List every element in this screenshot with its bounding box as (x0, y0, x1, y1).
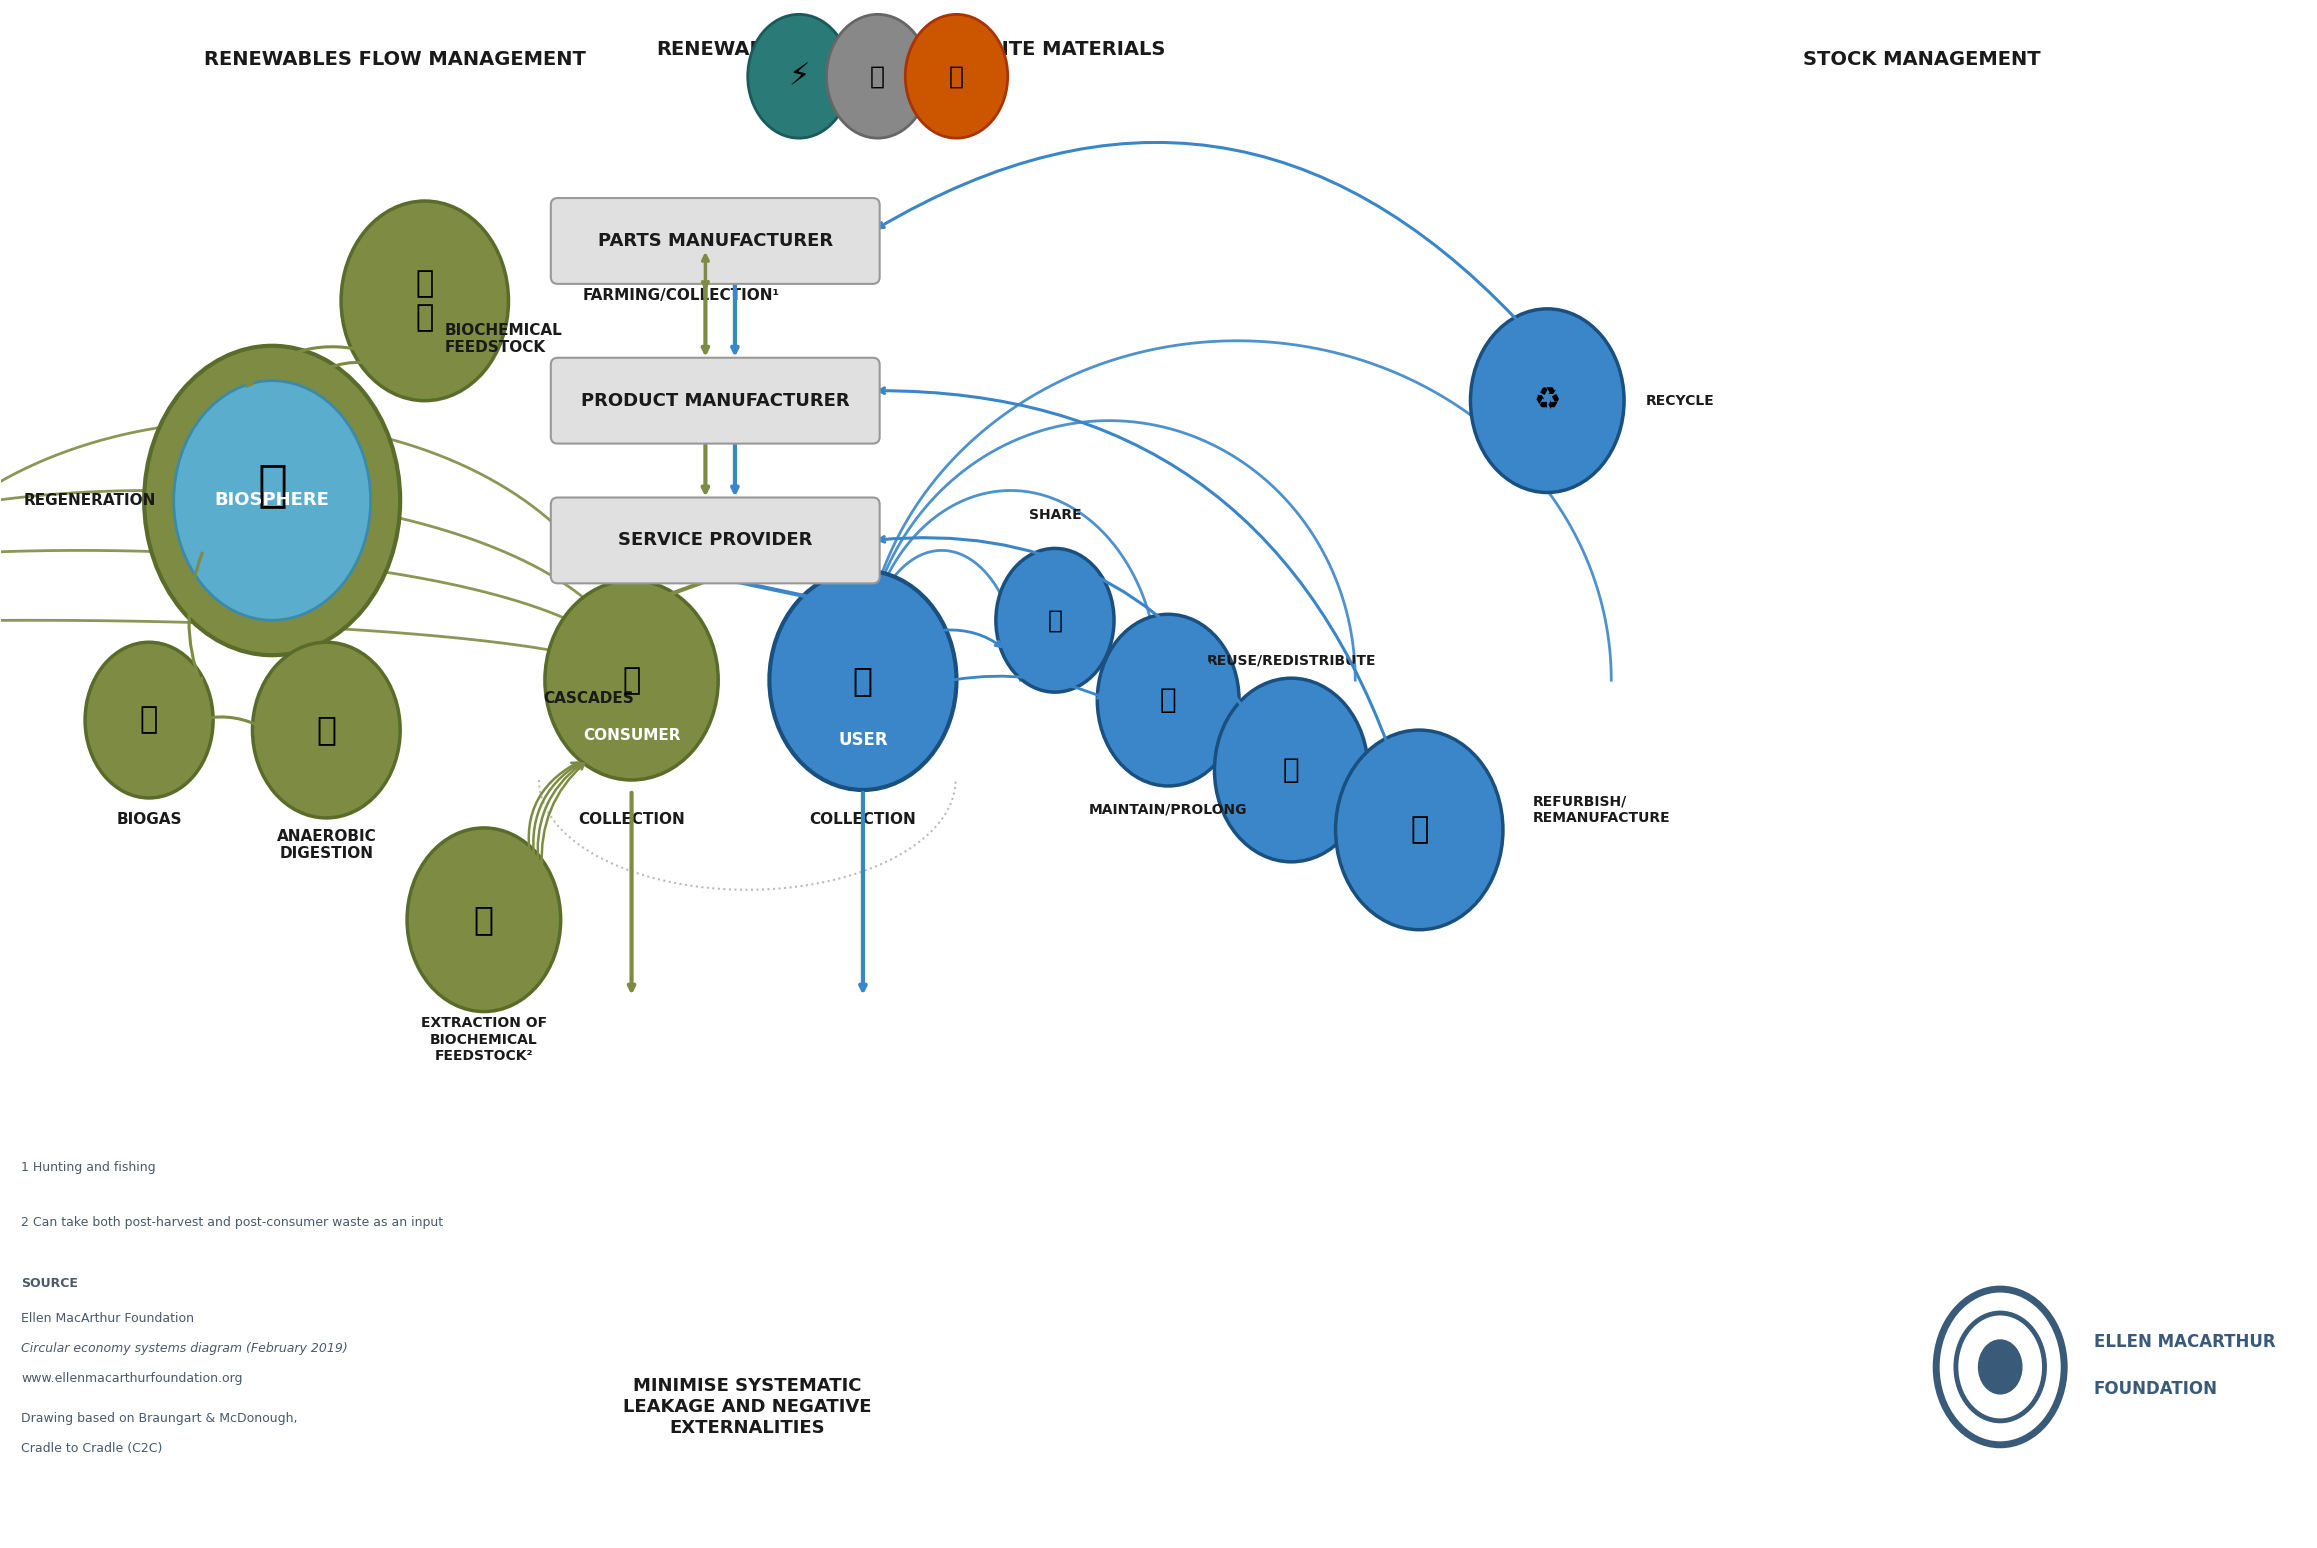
Text: 🌍: 🌍 (257, 461, 287, 509)
Ellipse shape (769, 570, 957, 789)
Text: 🔧: 🔧 (1161, 686, 1177, 714)
Text: SHARE: SHARE (1029, 508, 1082, 523)
FancyBboxPatch shape (551, 198, 880, 283)
Text: 🔥: 🔥 (139, 706, 158, 735)
Ellipse shape (174, 381, 371, 621)
Text: ELLEN MACARTHUR: ELLEN MACARTHUR (2095, 1333, 2275, 1351)
Text: 2 Can take both post-harvest and post-consumer waste as an input: 2 Can take both post-harvest and post-co… (21, 1215, 443, 1229)
Text: 🔧: 🔧 (1047, 608, 1064, 632)
Text: COLLECTION: COLLECTION (809, 813, 915, 828)
FancyBboxPatch shape (551, 358, 880, 444)
Text: COLLECTION: COLLECTION (579, 813, 686, 828)
Ellipse shape (996, 548, 1114, 692)
Ellipse shape (827, 14, 929, 138)
Text: 🖥️: 🖥️ (853, 664, 874, 697)
Ellipse shape (144, 345, 401, 655)
Text: EXTRACTION OF
BIOCHEMICAL
FEEDSTOCK²: EXTRACTION OF BIOCHEMICAL FEEDSTOCK² (422, 1017, 547, 1063)
Text: PARTS MANUFACTURER: PARTS MANUFACTURER (598, 232, 832, 249)
Text: REFURBISH/
REMANUFACTURE: REFURBISH/ REMANUFACTURE (1532, 794, 1671, 825)
Ellipse shape (341, 201, 507, 401)
Text: FARMING/COLLECTION¹: FARMING/COLLECTION¹ (582, 288, 779, 303)
Ellipse shape (253, 642, 401, 817)
Text: Drawing based on Braungart & McDonough,: Drawing based on Braungart & McDonough, (21, 1412, 297, 1424)
Text: FOUNDATION: FOUNDATION (2095, 1379, 2217, 1398)
Text: 🏠: 🏠 (317, 714, 336, 746)
Ellipse shape (1979, 1341, 2023, 1393)
Ellipse shape (1335, 731, 1504, 930)
Text: ANAEROBIC
DIGESTION: ANAEROBIC DIGESTION (276, 828, 375, 861)
Ellipse shape (1214, 678, 1367, 862)
Text: USER: USER (839, 731, 887, 749)
Text: BIOGAS: BIOGAS (116, 813, 181, 828)
Text: REGENERATION: REGENERATION (23, 492, 155, 508)
Text: SERVICE PROVIDER: SERVICE PROVIDER (619, 531, 813, 550)
Text: 🧪: 🧪 (475, 902, 494, 937)
Ellipse shape (86, 642, 213, 797)
Text: www.ellenmacarthurfoundation.org: www.ellenmacarthurfoundation.org (21, 1372, 243, 1385)
Text: 📊: 📊 (623, 666, 642, 695)
Text: BIOCHEMICAL
FEEDSTOCK: BIOCHEMICAL FEEDSTOCK (445, 322, 563, 354)
Ellipse shape (748, 14, 850, 138)
Text: 1 Hunting and fishing: 1 Hunting and fishing (21, 1161, 155, 1173)
FancyBboxPatch shape (551, 497, 880, 584)
Text: 🛢️: 🛢️ (871, 65, 885, 88)
Text: 🚚: 🚚 (950, 65, 964, 88)
Ellipse shape (408, 828, 561, 1011)
Text: CONSUMER: CONSUMER (584, 728, 681, 743)
Ellipse shape (1098, 615, 1240, 786)
Text: FINITE MATERIALS: FINITE MATERIALS (964, 40, 1165, 59)
Text: STOCK MANAGEMENT: STOCK MANAGEMENT (1803, 50, 2041, 68)
Text: Cradle to Cradle (C2C): Cradle to Cradle (C2C) (21, 1441, 162, 1455)
Text: ♻️: ♻️ (1534, 385, 1562, 415)
Ellipse shape (906, 14, 1008, 138)
Text: ⚡: ⚡ (788, 62, 809, 91)
Text: RENEWABLES: RENEWABLES (656, 40, 804, 59)
Text: 🐟
🌾: 🐟 🌾 (415, 269, 433, 333)
Text: BIOSPHERE: BIOSPHERE (215, 492, 329, 509)
Text: RECYCLE: RECYCLE (1645, 393, 1715, 407)
Text: PRODUCT MANUFACTURER: PRODUCT MANUFACTURER (582, 392, 850, 410)
Text: RENEWABLES FLOW MANAGEMENT: RENEWABLES FLOW MANAGEMENT (204, 50, 586, 68)
Text: MAINTAIN/PROLONG: MAINTAIN/PROLONG (1089, 803, 1247, 817)
Text: Circular economy systems diagram (February 2019): Circular economy systems diagram (Februa… (21, 1342, 348, 1354)
Text: 📦: 📦 (1284, 755, 1300, 783)
Text: CASCADES: CASCADES (542, 690, 633, 706)
Ellipse shape (544, 580, 718, 780)
Text: MINIMISE SYSTEMATIC
LEAKAGE AND NEGATIVE
EXTERNALITIES: MINIMISE SYSTEMATIC LEAKAGE AND NEGATIVE… (623, 1378, 871, 1437)
Ellipse shape (1471, 310, 1624, 492)
Text: SOURCE: SOURCE (21, 1277, 79, 1289)
Text: REUSE/REDISTRIBUTE: REUSE/REDISTRIBUTE (1207, 653, 1376, 667)
Text: 🏭: 🏭 (1411, 816, 1427, 844)
Text: Ellen MacArthur Foundation: Ellen MacArthur Foundation (21, 1313, 195, 1325)
